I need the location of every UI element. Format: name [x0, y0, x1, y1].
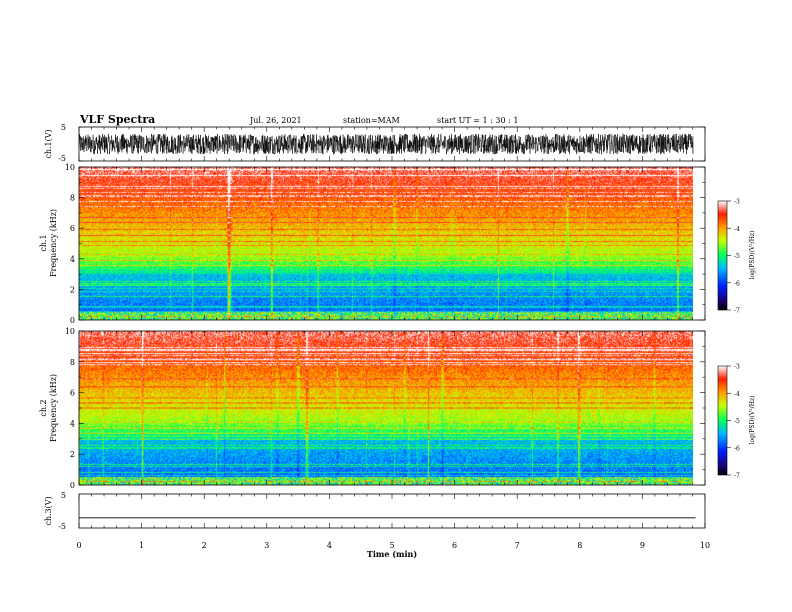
ch1-waveform-path — [78, 133, 694, 155]
x-tick-label: 3 — [264, 541, 269, 550]
panel-ch3-waveform: 5 -5 ch.3(V) — [44, 491, 706, 531]
freq-tick-label: 6 — [70, 389, 75, 398]
figure-title: VLF Spectra — [79, 113, 155, 126]
ch2-spectrogram-image — [79, 331, 693, 485]
colorbar-ch2-ticks: -3 -4 -5 -6 -7 — [727, 364, 740, 480]
colorbar-tick-label: -6 — [734, 445, 740, 452]
ch1-ytick-bottom: -5 — [58, 154, 66, 163]
colorbar-tick-label: -4 — [734, 391, 740, 398]
start-time-label: start UT = 1 : 30 : 1 — [437, 116, 518, 125]
station-label: station=MAM — [343, 116, 400, 125]
ch1-spectrogram-channel-label: ch.1 — [39, 234, 48, 251]
x-tick-label: 9 — [640, 541, 645, 550]
x-tick-label: 7 — [515, 541, 520, 550]
freq-tick-label: 8 — [70, 194, 75, 203]
freq-tick-label: 0 — [70, 316, 75, 325]
colorbar-tick-label: -5 — [734, 253, 740, 260]
ch2-spectrogram-ylabel: Frequency (kHz) — [49, 374, 58, 442]
colorbar-ch1-gradient — [717, 200, 728, 311]
colorbar-tick-label: -7 — [734, 308, 740, 315]
ch1-spectrogram-image — [79, 167, 693, 320]
freq-tick-label: 10 — [65, 163, 75, 172]
ch3-ytick-top: 5 — [61, 491, 66, 500]
panel-ch1-waveform: 5 -5 ch.1(V) — [44, 123, 706, 163]
colorbar-tick-label: -4 — [734, 226, 740, 233]
colorbar-ch2-label: log(PSD)(V²/Hz) — [749, 396, 756, 445]
x-tick-label: 4 — [327, 541, 332, 550]
panel-ch1-spectrogram: 0 2 4 6 8 10 ch.1 Frequency (kHz) — [39, 163, 706, 325]
colorbar-ch1-ticks: -3 -4 -5 -6 -7 — [727, 199, 740, 315]
ch3-waveform-ylabel: ch.3(V) — [44, 496, 53, 525]
ch2-spectrogram-channel-label: ch.2 — [39, 399, 48, 416]
freq-tick-label: 8 — [70, 358, 75, 367]
colorbar-tick-label: -3 — [734, 364, 740, 371]
colorbar-tick-label: -7 — [734, 473, 740, 480]
freq-tick-label: 10 — [65, 327, 75, 336]
x-tick-label: 10 — [700, 541, 710, 550]
freq-tick-label: 4 — [70, 255, 75, 264]
colorbar-tick-label: -6 — [734, 280, 740, 287]
colorbar-ch2: -3 -4 -5 -6 -7 log(PSD)(V²/Hz) — [717, 364, 756, 480]
x-tick-label: 6 — [452, 541, 457, 550]
ch1-waveform-trace — [78, 126, 705, 162]
ch1-ytick-top: 5 — [61, 123, 66, 132]
ch3-ytick-bottom: -5 — [58, 522, 66, 531]
x-tick-label: 1 — [139, 541, 144, 550]
ch1-spectrogram-yticks: 0 2 4 6 8 10 — [65, 163, 705, 325]
x-tick-label: 8 — [577, 541, 582, 550]
time-axis-ticks: 0 1 2 3 4 5 6 7 8 9 10 — [76, 127, 710, 550]
date-label: Jul. 26, 2021 — [249, 116, 302, 125]
x-tick-label: 2 — [202, 541, 207, 550]
ch1-spectrogram-ylabel: Frequency (kHz) — [49, 209, 58, 277]
panel-ch2-spectrogram: 0 2 4 6 8 10 ch.2 Frequency (kHz) — [39, 327, 706, 490]
panel-ch3-waveform-frame — [78, 493, 706, 529]
freq-tick-label: 2 — [70, 450, 75, 459]
time-axis-label: Time (min) — [367, 549, 417, 559]
colorbar-ch2-gradient — [717, 365, 728, 476]
colorbar-ch1-label: log(PSD)(V²/Hz) — [749, 231, 756, 280]
colorbar-tick-label: -3 — [734, 199, 740, 206]
freq-tick-label: 2 — [70, 285, 75, 294]
ch1-waveform-ylabel: ch.1(V) — [44, 129, 53, 158]
x-tick-label: 5 — [389, 541, 394, 550]
ch2-spectrogram-yticks: 0 2 4 6 8 10 — [65, 327, 705, 490]
freq-tick-label: 6 — [70, 224, 75, 233]
colorbar-tick-label: -5 — [734, 418, 740, 425]
colorbar-ch1: -3 -4 -5 -6 -7 log(PSD)(V²/Hz) — [717, 199, 756, 315]
freq-tick-label: 0 — [70, 481, 75, 490]
x-tick-label: 0 — [76, 541, 81, 550]
freq-tick-label: 4 — [70, 419, 75, 428]
